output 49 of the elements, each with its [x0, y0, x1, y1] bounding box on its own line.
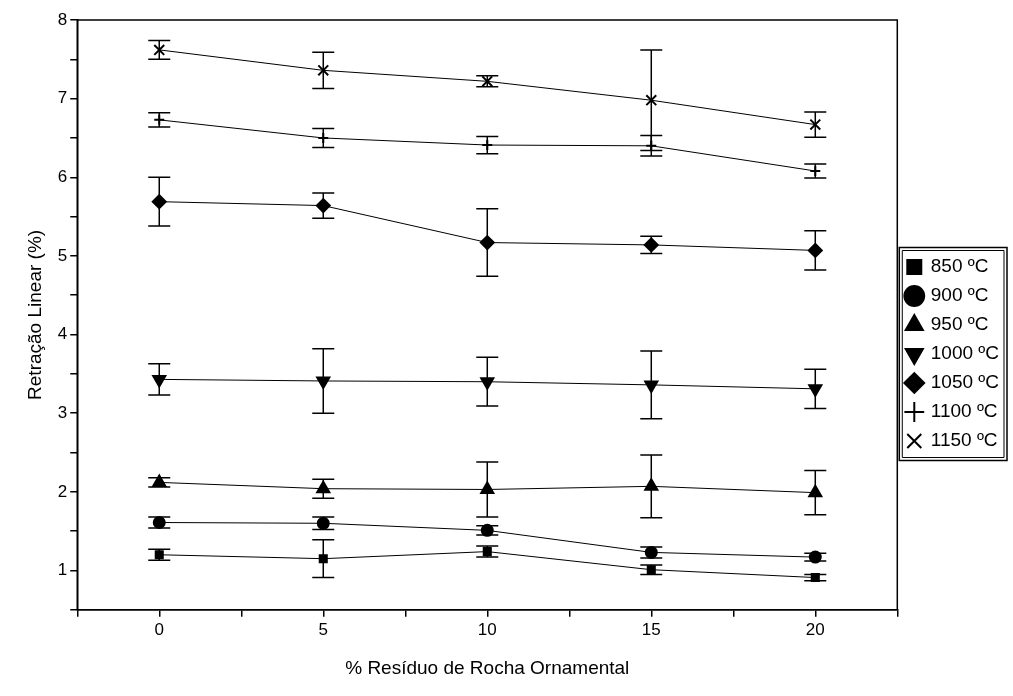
y-tick-label: 5: [57, 245, 68, 265]
legend-label: 900 ºC: [930, 284, 989, 306]
point: [152, 516, 166, 530]
point: [644, 545, 658, 559]
y-tick-label: 1: [57, 560, 68, 580]
legend-label: 850 ºC: [930, 255, 989, 277]
point: [315, 198, 331, 214]
legend-label: 1000 ºC: [930, 342, 1000, 364]
legend-label: 1100 ºC: [930, 400, 998, 422]
legend-label: 1050 ºC: [930, 371, 1000, 393]
point: [808, 384, 823, 397]
point: [809, 118, 822, 131]
point: [154, 550, 164, 560]
point: [151, 194, 167, 210]
point: [153, 43, 166, 56]
x-tick-label: 0: [154, 619, 164, 639]
point: [318, 554, 328, 564]
x-tick-label: 15: [641, 619, 661, 639]
point: [807, 242, 823, 258]
y-tick-label: 3: [57, 402, 68, 422]
point: [317, 64, 330, 77]
y-axis-title: Retração Linear (%): [23, 229, 45, 400]
y-tick-label: 6: [57, 166, 68, 186]
x-axis-title: % Resíduo de Rocha Ornamental: [345, 656, 630, 678]
point: [479, 235, 495, 251]
point: [316, 516, 330, 530]
point: [644, 478, 659, 491]
y-tick-label: 7: [57, 88, 68, 108]
point: [316, 376, 331, 389]
x-tick-label: 10: [477, 619, 497, 639]
x-tick-label: 20: [805, 619, 825, 639]
legend-label: 1150 ºC: [930, 429, 998, 451]
point: [482, 547, 492, 557]
point: [808, 550, 822, 564]
point: [646, 565, 656, 575]
point: [480, 523, 494, 537]
point: [808, 484, 823, 498]
point: [316, 480, 331, 494]
y-tick-label: 8: [57, 9, 68, 29]
legend-label: 950 ºC: [930, 313, 989, 335]
y-tick-label: 2: [57, 481, 68, 501]
y-tick-label: 4: [57, 324, 68, 344]
point: [643, 237, 659, 253]
point: [644, 380, 659, 393]
point: [152, 374, 167, 388]
point: [810, 573, 820, 583]
point: [480, 377, 495, 390]
point: [645, 94, 658, 107]
x-tick-label: 5: [318, 619, 328, 639]
